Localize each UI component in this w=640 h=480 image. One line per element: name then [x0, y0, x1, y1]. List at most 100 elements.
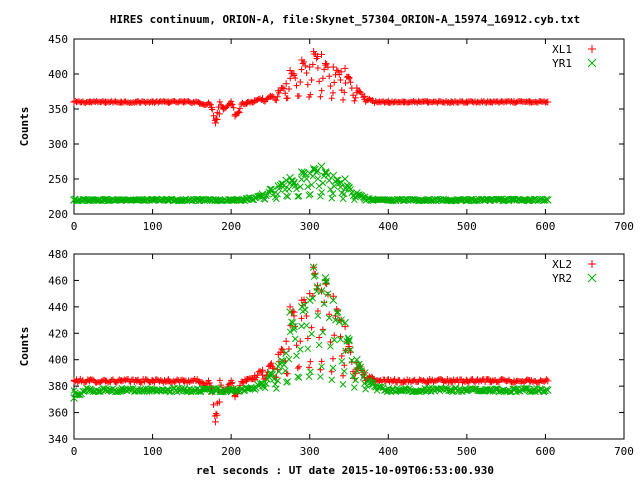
data-point: [149, 98, 157, 106]
data-point: [160, 379, 167, 386]
data-point: [296, 93, 303, 100]
data-point: [342, 80, 349, 87]
data-point: [544, 377, 552, 385]
data-point: [293, 185, 300, 193]
data-point: [464, 99, 471, 106]
data-point: [384, 97, 392, 105]
data-point: [337, 336, 344, 343]
data-point: [510, 98, 518, 106]
data-point: [101, 377, 109, 385]
data-point: [251, 372, 259, 380]
data-point: [296, 183, 304, 191]
data-point: [329, 63, 337, 71]
data-point: [312, 272, 319, 279]
plot-frame: [73, 38, 625, 215]
x-tick-label: 600: [535, 445, 555, 458]
data-point: [101, 386, 110, 394]
data-point: [180, 377, 188, 385]
data-point: [231, 112, 239, 120]
data-point: [162, 378, 169, 385]
series-yr2: [70, 263, 552, 402]
data-point: [274, 93, 281, 100]
data-point: [333, 176, 341, 184]
data-point: [86, 98, 94, 106]
data-point: [331, 79, 338, 86]
legend-label: YR1: [552, 57, 572, 70]
x-tick-label: 200: [221, 220, 241, 233]
data-point: [486, 196, 495, 204]
data-point: [293, 82, 300, 89]
data-point: [324, 171, 332, 179]
data-point: [352, 376, 359, 384]
data-point: [321, 60, 329, 67]
data-point: [122, 377, 129, 384]
data-point: [318, 363, 326, 370]
data-point: [357, 363, 364, 371]
data-point: [332, 316, 339, 324]
data-point: [227, 386, 235, 394]
data-point: [384, 376, 392, 384]
data-point: [350, 384, 358, 391]
data-point: [337, 68, 345, 76]
data-point: [316, 78, 323, 85]
data-point: [224, 102, 231, 109]
y-tick-label: 340: [48, 433, 68, 446]
data-point: [337, 333, 344, 340]
y-tick-label: 350: [48, 103, 68, 116]
plot-frame: [73, 253, 625, 440]
data-point: [282, 337, 290, 345]
y-tick-label: 200: [48, 208, 68, 221]
data-point: [77, 375, 84, 382]
data-point: [463, 196, 471, 204]
data-point: [266, 369, 275, 377]
data-point: [258, 379, 267, 388]
data-point: [286, 308, 294, 316]
series-xl2: [70, 263, 552, 426]
data-point: [341, 89, 348, 96]
data-point: [353, 189, 361, 197]
y-tick-label: 360: [48, 407, 68, 420]
y-tick-label: 420: [48, 327, 68, 340]
data-point: [231, 393, 239, 401]
data-point: [296, 363, 303, 370]
data-point: [274, 350, 282, 358]
data-point: [320, 300, 328, 308]
data-point: [341, 323, 349, 331]
data-point: [266, 361, 274, 369]
y-tick-label: 400: [48, 354, 68, 367]
top-panel: 0 100 200 300 400 500 600 700 200 250 300 350 400 450…: [18, 33, 634, 233]
data-point: [294, 365, 301, 372]
data-point: [430, 379, 437, 386]
legend-label: YR2: [552, 272, 572, 285]
data-point: [327, 343, 334, 350]
data-point: [210, 401, 217, 408]
data-point: [319, 328, 327, 336]
data-point: [486, 386, 495, 394]
data-point: [321, 66, 328, 73]
data-point: [219, 105, 227, 113]
data-point: [217, 197, 225, 205]
data-point: [337, 316, 345, 324]
data-point: [133, 377, 141, 385]
data-point: [424, 377, 432, 385]
data-point: [284, 378, 292, 385]
data-point: [133, 386, 141, 394]
data-point: [423, 196, 432, 204]
data-point: [230, 104, 237, 111]
data-point: [329, 296, 338, 305]
data-point: [205, 196, 212, 203]
x-tick-label: 0: [71, 220, 78, 233]
data-point: [155, 377, 162, 384]
data-point: [82, 379, 89, 386]
data-point: [347, 346, 354, 354]
data-point: [302, 62, 309, 69]
data-point: [101, 376, 108, 383]
data-point: [251, 97, 259, 105]
data-point: [133, 196, 141, 204]
data-point: [345, 336, 353, 344]
data-point: [512, 99, 519, 106]
data-point: [471, 197, 479, 205]
data-point: [78, 378, 85, 385]
data-point: [347, 79, 354, 86]
data-point: [296, 346, 304, 353]
